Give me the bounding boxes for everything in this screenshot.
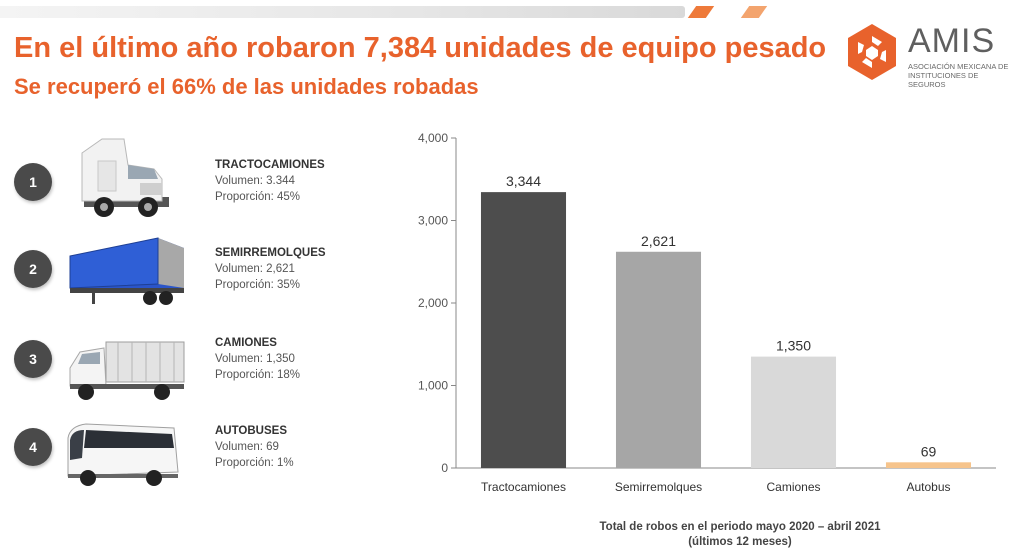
vehicle-item: 2 SEMIRREMOLQUES Volumen: 2,621 Proporci… [0, 228, 360, 316]
vehicle-name: AUTOBUSES [215, 425, 287, 437]
y-tick-label: 2,000 [418, 296, 448, 310]
top-decor-bar [0, 6, 685, 18]
logo-name: AMIS [908, 22, 996, 60]
logo-subtitle-line: INSTITUCIONES DE SEGUROS [908, 71, 979, 89]
vehicle-name: TRACTOCAMIONES [215, 159, 325, 171]
bar [750, 356, 837, 468]
tractor-truck-icon [81, 138, 169, 217]
bar-value-label: 3,344 [506, 173, 541, 189]
x-tick-label: Autobus [906, 480, 950, 494]
vehicle-info: TRACTOCAMIONES Volumen: 3.344 Proporción… [215, 157, 325, 205]
bar [615, 251, 702, 468]
rank-badge: 1 [14, 163, 52, 201]
bar-chart: 0 1,000 2,000 3,000 4,000 3,344 Tractocamiones… [418, 131, 996, 494]
x-tick-label: Semirremolques [615, 480, 702, 494]
amis-logo: AMIS ASOCIACIÓN MEXICANA DE INSTITUCIONE… [842, 20, 1012, 89]
vehicle-proportion: Proporción: 1% [215, 457, 294, 469]
vehicle-item: 3 CAMIONES Volumen: 1,350 Proporción: 18… [0, 328, 360, 416]
semitrailer-icon [69, 237, 184, 305]
vehicle-info: AUTOBUSES Volumen: 69 Proporción: 1% [215, 423, 294, 471]
page-subtitle: Se recuperó el 66% de las unidades robad… [14, 74, 479, 99]
bar-value-label: 69 [921, 443, 937, 459]
amis-logo-icon [848, 24, 896, 80]
logo-subtitle: ASOCIACIÓN MEXICANA DE INSTITUCIONES DE … [908, 62, 1012, 89]
box-truck-icon [69, 341, 185, 400]
vehicle-item: 4 AUTOBUSES Volumen: 69 Proporción: 1% [0, 418, 360, 506]
bar [885, 462, 972, 468]
vehicle-proportion: Proporción: 18% [215, 369, 301, 381]
decor-slash [740, 6, 768, 18]
chart-caption-line: (últimos 12 meses) [688, 536, 792, 548]
vehicle-name: CAMIONES [215, 337, 277, 349]
vehicle-info: CAMIONES Volumen: 1,350 Proporción: 18% [215, 335, 300, 383]
vehicle-info: SEMIRREMOLQUES Volumen: 2,621 Proporción… [215, 245, 326, 293]
x-tick-label: Camiones [766, 480, 820, 494]
y-tick-label: 3,000 [418, 214, 448, 228]
vehicle-volume: Volumen: 69 [215, 441, 279, 453]
y-tick-label: 0 [441, 461, 448, 475]
bar-value-label: 1,350 [776, 338, 811, 354]
rank-badge: 3 [14, 340, 52, 378]
y-tick-label: 1,000 [418, 379, 448, 393]
rank-badge: 2 [14, 250, 52, 288]
decor-slash [687, 6, 715, 18]
vehicle-volume: Volumen: 1,350 [215, 353, 295, 365]
bar-value-label: 2,621 [641, 233, 676, 249]
x-tick-label: Tractocamiones [481, 480, 566, 494]
rank-badge: 4 [14, 428, 52, 466]
vehicle-item: 1 TRACTOCAMIONES Volumen: 3.344 Proporci… [0, 135, 360, 223]
vehicle-proportion: Proporción: 45% [215, 191, 301, 203]
bar [480, 192, 567, 468]
vehicle-name: SEMIRREMOLQUES [215, 247, 326, 259]
logo-subtitle-line: ASOCIACIÓN MEXICANA DE [908, 62, 1009, 71]
vehicle-volume: Volumen: 2,621 [215, 263, 295, 275]
chart-caption-line: Total de robos en el periodo mayo 2020 –… [599, 521, 881, 533]
vehicle-volume: Volumen: 3.344 [215, 175, 295, 187]
vehicle-proportion: Proporción: 35% [215, 279, 301, 291]
bus-icon [67, 423, 179, 486]
chart-caption: Total de robos en el periodo mayo 2020 –… [540, 520, 940, 550]
y-tick-label: 4,000 [418, 131, 448, 145]
page-title: En el último año robaron 7,384 unidades … [14, 32, 827, 64]
